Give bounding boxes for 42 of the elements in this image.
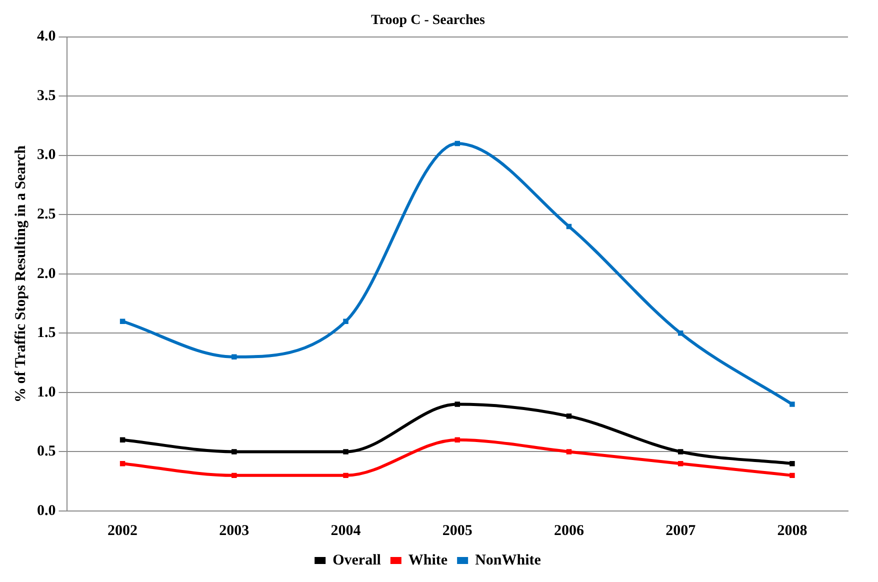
- y-tick-label: 1.0: [37, 384, 56, 400]
- point: [454, 402, 460, 407]
- point: [790, 472, 795, 478]
- point: [343, 472, 348, 478]
- point: [343, 449, 348, 454]
- point: [343, 318, 348, 324]
- x-tick-label: 2007: [666, 522, 696, 539]
- x-tick-label: 2003: [219, 522, 250, 539]
- point: [566, 224, 572, 230]
- x-tick-label: 2004: [330, 522, 362, 539]
- legend-label: White: [408, 552, 448, 568]
- legend-label: NonWhite: [475, 552, 542, 568]
- point: [232, 472, 237, 478]
- point: [232, 354, 237, 360]
- point: [120, 460, 126, 466]
- x-tick-label: 2002: [108, 522, 138, 539]
- point: [120, 318, 126, 324]
- y-axis-title: % of Traffic Stops Resulting in a Search: [12, 144, 29, 402]
- point: [790, 460, 795, 466]
- point: [678, 330, 684, 336]
- point: [566, 414, 572, 419]
- x-tick-label: 2008: [777, 522, 808, 539]
- y-tick-label: 2.0: [37, 266, 56, 282]
- y-tick-label: 3.0: [37, 147, 56, 164]
- point: [790, 402, 795, 407]
- y-tick-label: 0.0: [37, 502, 56, 519]
- x-tick-label: 2005: [442, 522, 472, 539]
- legend-label: Overall: [332, 552, 381, 568]
- point: [566, 449, 572, 454]
- y-tick-label: 4.0: [37, 28, 56, 45]
- y-tick-label: 1.5: [37, 325, 56, 342]
- y-tick-label: 3.5: [37, 88, 56, 104]
- point: [454, 437, 460, 442]
- x-tick-label: 2006: [554, 522, 584, 539]
- chart-title: Troop C - Searches: [371, 13, 486, 28]
- point: [454, 140, 460, 146]
- y-tick-label: 2.5: [37, 206, 56, 222]
- y-tick-label: 0.5: [37, 444, 56, 460]
- point: [120, 437, 126, 442]
- point: [678, 449, 684, 454]
- point: [232, 449, 237, 454]
- point: [678, 460, 684, 466]
